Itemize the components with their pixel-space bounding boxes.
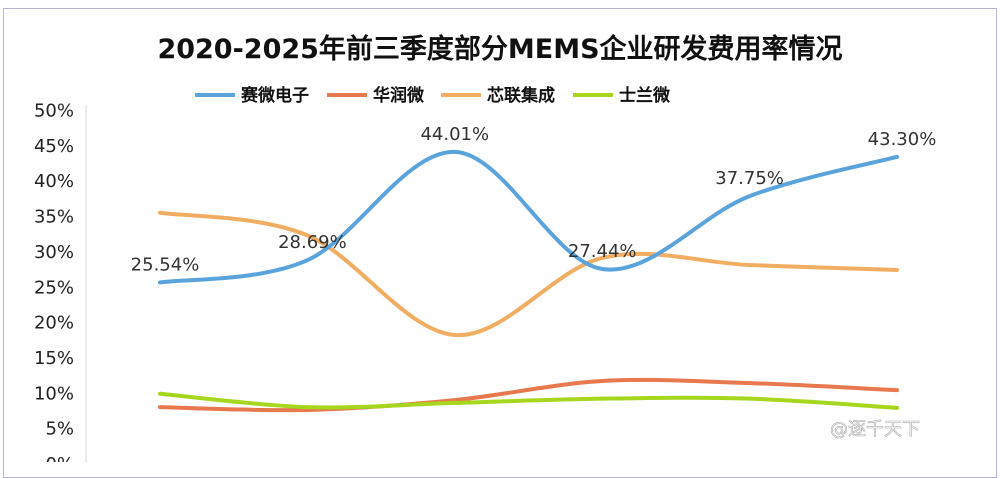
legend-label: 士兰微 — [619, 85, 671, 106]
legend: 赛微电子 华润微 芯联集成 士兰微 — [195, 85, 671, 106]
y-tick-label: 15% — [34, 348, 74, 369]
y-tick-label: 40% — [34, 171, 74, 192]
data-label: 44.01% — [420, 124, 489, 145]
y-tick-label: 30% — [34, 242, 74, 263]
series-line-0 — [158, 149, 899, 285]
y-axis: 0% 5% 10% 15% 20% 25% 30% 35% 40% 45% 50% — [34, 101, 87, 462]
legend-label: 芯联集成 — [487, 85, 555, 106]
y-tick-label: 25% — [34, 277, 74, 298]
y-tick-label: 35% — [34, 207, 74, 228]
data-label: 27.44% — [568, 241, 637, 262]
data-label: 28.69% — [278, 232, 347, 253]
data-label: 43.30% — [868, 129, 937, 150]
y-tick-label: 5% — [45, 419, 74, 440]
y-tick-label: 0% — [45, 454, 74, 462]
data-label: 25.54% — [131, 254, 200, 275]
series-line-1 — [158, 377, 899, 413]
series-line-3 — [158, 391, 899, 410]
chart-title: 2020-2025年前三季度部分MEMS企业研发费用率情况 — [157, 33, 842, 65]
y-tick-label: 45% — [34, 136, 74, 157]
legend-label: 华润微 — [373, 85, 425, 106]
watermark: @逐千天下 — [830, 419, 920, 440]
y-tick-label: 50% — [34, 101, 74, 122]
legend-label: 赛微电子 — [240, 85, 309, 106]
y-tick-label: 10% — [34, 383, 74, 404]
series-line-2 — [158, 210, 899, 338]
data-labels: 25.54% 28.69% 44.01% 27.44% 37.75% 43.30% — [131, 124, 937, 276]
y-tick-label: 20% — [34, 313, 74, 334]
line-chart: 2020-2025年前三季度部分MEMS企业研发费用率情况 赛微电子 华润微 芯联集… — [34, 33, 937, 462]
series-lines — [158, 149, 899, 413]
data-label: 37.75% — [715, 168, 784, 189]
